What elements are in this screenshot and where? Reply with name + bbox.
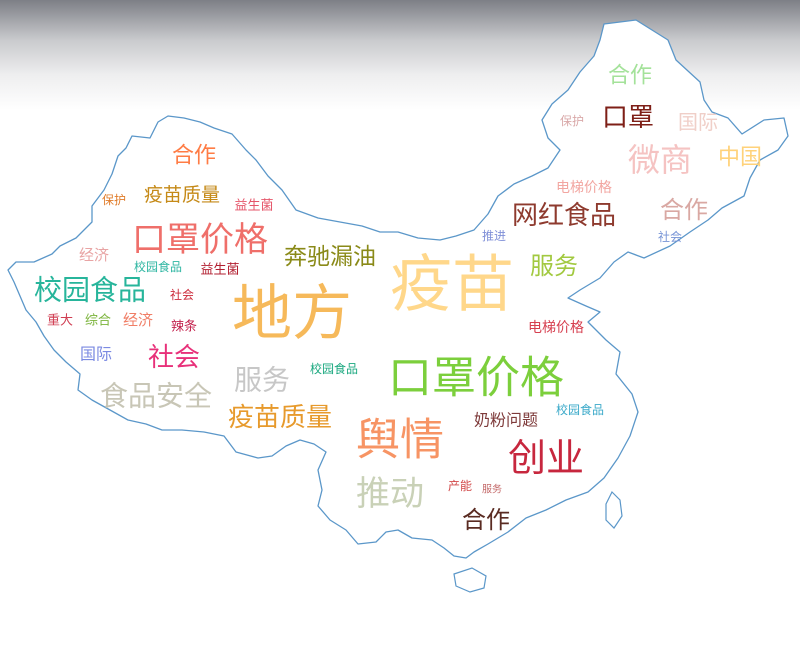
word-22: 合作 — [608, 64, 652, 89]
word-29: 经济 — [123, 311, 153, 329]
word-8: 服务 — [234, 364, 290, 397]
word-32: 校园食品 — [134, 259, 182, 274]
word-20: 国际 — [678, 110, 718, 134]
word-34: 校园食品 — [556, 402, 604, 417]
word-4: 口罩价格 — [132, 220, 268, 260]
word-35: 重大 — [47, 313, 73, 329]
word-14: 口罩 — [602, 103, 654, 133]
word-12: 疫苗质量 — [228, 403, 332, 433]
word-30: 益生菌 — [234, 199, 273, 214]
word-33: 校园食品 — [310, 361, 358, 376]
word-15: 合作 — [462, 506, 510, 534]
word-13: 社会 — [148, 343, 200, 373]
word-31: 益生菌 — [200, 263, 239, 278]
word-39: 社会 — [658, 229, 682, 244]
word-26: 电梯价格 — [528, 320, 584, 336]
word-3: 舆情 — [356, 415, 444, 466]
word-0: 疫苗 — [390, 248, 514, 321]
word-21: 合作 — [172, 144, 216, 169]
taiwan-island — [605, 490, 623, 529]
word-23: 疫苗质量 — [144, 184, 220, 206]
word-38: 社会 — [170, 287, 194, 302]
word-5: 创业 — [508, 436, 584, 480]
word-41: 保护 — [102, 193, 126, 207]
word-40: 推进 — [482, 229, 506, 243]
word-16: 服务 — [530, 252, 578, 280]
word-36: 综合 — [85, 314, 111, 329]
word-11: 网红食品 — [512, 201, 616, 231]
word-10: 校园食品 — [34, 274, 146, 307]
word-44: 服务 — [482, 483, 502, 496]
word-27: 国际 — [80, 345, 112, 364]
word-6: 推动 — [356, 474, 424, 514]
word-9: 食品安全 — [100, 380, 212, 413]
word-cloud-words: 疫苗地方口罩价格舆情口罩价格创业推动微商服务食品安全校园食品网红食品疫苗质量社会… — [34, 64, 762, 535]
hainan-island — [453, 567, 487, 593]
word-37: 辣条 — [171, 319, 197, 335]
word-17: 奔驰漏油 — [284, 244, 376, 270]
word-1: 地方 — [232, 279, 352, 349]
word-42: 保护 — [560, 114, 584, 128]
word-25: 电梯价格 — [556, 180, 612, 196]
word-28: 经济 — [79, 246, 109, 264]
word-2: 口罩价格 — [388, 353, 564, 404]
china-map-outline — [7, 19, 789, 593]
word-43: 产能 — [448, 479, 472, 493]
word-7: 微商 — [628, 141, 692, 179]
word-24: 奶粉问题 — [474, 411, 538, 430]
word-19: 中国 — [718, 146, 762, 171]
word-18: 合作 — [660, 196, 708, 224]
